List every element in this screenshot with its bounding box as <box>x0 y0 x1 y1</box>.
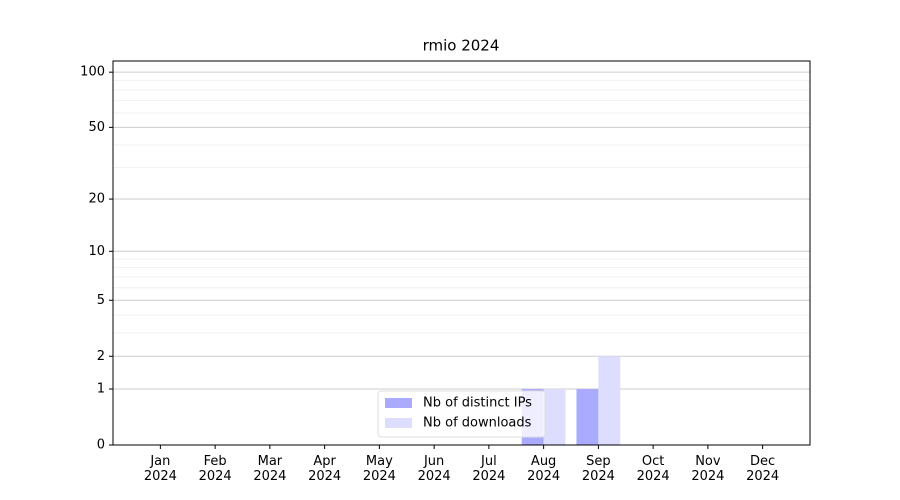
y-tick-label: 2 <box>97 349 105 364</box>
legend-box <box>377 390 546 438</box>
x-tick-label: Dec 2024 <box>746 454 780 484</box>
bar <box>598 356 621 445</box>
x-tick-label: Oct 2024 <box>636 454 670 484</box>
x-tick-label: Feb 2024 <box>198 454 232 484</box>
grid <box>113 71 810 446</box>
y-tick-label: 0 <box>97 438 105 453</box>
legend-label: Nb of downloads <box>423 416 532 431</box>
x-tick-label: Nov 2024 <box>691 454 725 484</box>
x-tick-label: Jun 2024 <box>417 454 451 484</box>
x-tick-label: Jul 2024 <box>472 454 506 484</box>
y-tick-label: 100 <box>80 65 105 80</box>
x-tick-label: Mar 2024 <box>253 454 287 484</box>
y-tick-label: 5 <box>97 293 105 308</box>
bar <box>543 389 566 445</box>
legend-swatch <box>385 398 412 408</box>
y-tick-label: 20 <box>88 192 105 207</box>
bar <box>576 389 599 445</box>
legend-label: Nb of distinct IPs <box>423 396 532 411</box>
y-tick-label: 10 <box>88 244 105 259</box>
x-tick-label: Sep 2024 <box>581 454 615 484</box>
y-tick-label: 50 <box>88 120 105 135</box>
legend: Nb of distinct IPs Nb of downloads <box>377 390 546 438</box>
x-tick-label: Aug 2024 <box>527 454 561 484</box>
chart-title: rmio 2024 <box>423 37 500 55</box>
x-tick-label: Apr 2024 <box>308 454 342 484</box>
plot-frame <box>112 60 811 446</box>
y-tick-label: 1 <box>97 382 105 397</box>
x-tick-label: Jan 2024 <box>143 454 177 484</box>
legend-swatch <box>385 418 412 428</box>
x-tick-label: May 2024 <box>362 454 396 484</box>
